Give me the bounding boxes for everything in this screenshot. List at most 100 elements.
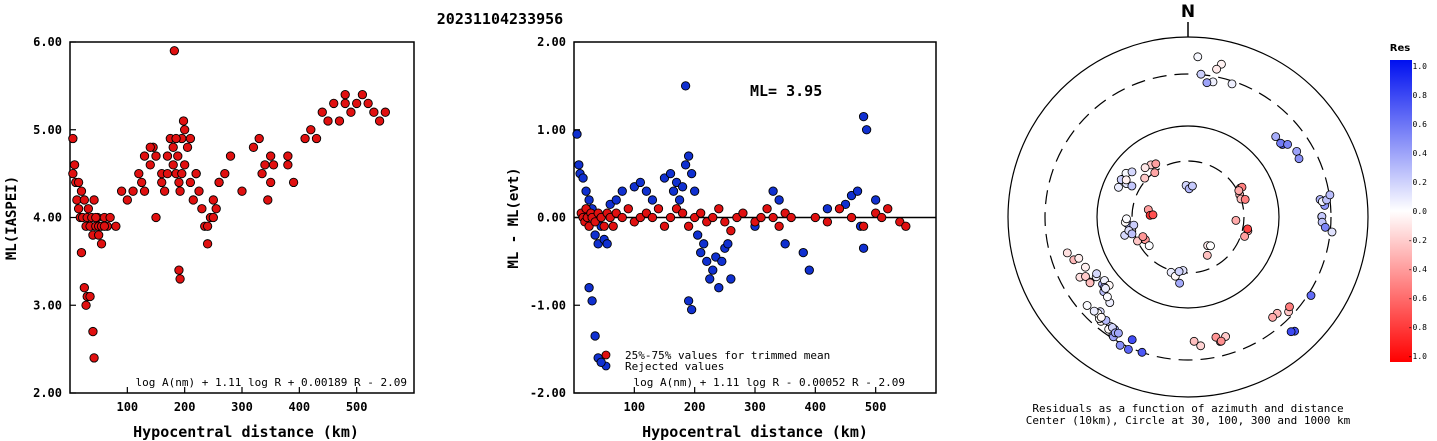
polar-station-points [1062, 52, 1337, 357]
left-point [157, 177, 167, 188]
left-point [145, 142, 155, 152]
left-point [220, 168, 230, 179]
circle-30km [1131, 160, 1245, 274]
polar-station-marker [1294, 154, 1304, 164]
middle-rejected-point [726, 274, 736, 284]
left-point [237, 186, 247, 196]
polar-station-marker [1216, 336, 1226, 346]
left-point [188, 195, 198, 205]
middle-rejected-point [687, 168, 697, 179]
polar-station-marker [1101, 283, 1110, 293]
polar-station-marker [1114, 328, 1123, 338]
middle-rejected-point [699, 239, 709, 249]
polar-station-marker [1129, 220, 1139, 230]
polar-station-marker [1092, 269, 1101, 279]
middle-trimmed-point [720, 217, 730, 227]
middle-trimmed-point [822, 217, 833, 227]
left-point [260, 160, 270, 170]
polar-station-marker [1243, 224, 1252, 234]
left-formula: log A(nm) + 1.11 log R + 0.00189 R - 2.0… [135, 376, 407, 389]
left-point [89, 195, 99, 205]
polar-station-marker [1175, 278, 1184, 288]
middle-rejected-point [617, 186, 627, 196]
left-point [178, 116, 189, 126]
middle-formula: log A(nm) + 1.11 log R - 0.00052 R - 2.0… [633, 376, 905, 389]
left-point [134, 168, 144, 179]
left-point [81, 300, 91, 310]
left-point [162, 151, 173, 161]
colorbar-label: -0.2 [1408, 236, 1427, 245]
polar-station-marker [1089, 306, 1099, 316]
polar-station-marker [1174, 267, 1184, 276]
polar-station-marker [1327, 227, 1337, 237]
polar-station-marker [1286, 327, 1296, 337]
left-point [182, 142, 193, 152]
left-point [374, 116, 385, 126]
middle-rejected-point [687, 304, 697, 315]
middle-rejected-point [768, 186, 778, 196]
polar-station-marker [1127, 167, 1137, 177]
legend-trimmed-label: 25%-75% values for trimmed mean [625, 349, 830, 362]
polar-station-marker [1127, 229, 1137, 239]
colorbar-gradient [1390, 60, 1412, 362]
middle-rejected-point [852, 186, 863, 196]
left-point [76, 247, 87, 258]
left-point [76, 186, 87, 196]
left-point [225, 151, 236, 161]
left-point [83, 204, 93, 214]
left-point [151, 151, 161, 161]
middle-rejected-point [680, 160, 691, 170]
left-ytick-label: 5.00 [33, 123, 62, 137]
left-point [357, 90, 368, 100]
polar-station-marker [1137, 347, 1147, 357]
polar-station-marker [1103, 292, 1112, 302]
left-point [79, 195, 89, 205]
left-point [257, 168, 267, 179]
left-point [380, 107, 390, 117]
colorbar-label: 0.8 [1413, 91, 1428, 100]
left-point [306, 125, 316, 135]
left-point [311, 133, 322, 144]
left-point [116, 186, 127, 196]
polar-caption-line2: Center (10km), Circle at 30, 100, 300 an… [1026, 414, 1351, 427]
middle-trimmed-point [762, 204, 772, 214]
middle-xtick-label: 200 [684, 400, 706, 414]
middle-axis-ticks: -2.00 -1.00 0.00 1.00 2.00 100 200 300 400 500 [530, 35, 887, 414]
left-point [340, 98, 350, 109]
middle-rejected-point [717, 256, 727, 267]
left-point [329, 98, 339, 109]
middle-trimmed-point [738, 208, 748, 218]
middle-rejected-point [668, 186, 679, 196]
polar-station-marker [1271, 132, 1281, 142]
left-point [105, 212, 115, 223]
left-point [317, 107, 327, 117]
middle-rejected-point [584, 283, 594, 293]
colorbar-label: -0.4 [1408, 265, 1427, 274]
middle-ytick-label: 2.00 [537, 35, 566, 49]
polar-station-marker [1096, 312, 1106, 322]
middle-trimmed-point [726, 226, 736, 236]
middle-rejected-point [587, 296, 597, 306]
north-label: N [1181, 2, 1195, 22]
left-xtick-label: 400 [288, 400, 310, 414]
left-xtick-label: 300 [231, 400, 253, 414]
left-point [197, 204, 207, 214]
left-ytick-label: 6.00 [33, 35, 62, 49]
middle-xlabel: Hypocentral distance (km) [642, 423, 868, 441]
left-point [363, 98, 373, 109]
polar-station-marker [1122, 214, 1131, 224]
polar-station-marker [1196, 341, 1206, 351]
left-point [266, 177, 276, 188]
left-point [89, 353, 99, 363]
left-point [185, 133, 196, 144]
middle-rejected-point [861, 125, 872, 135]
left-point [175, 186, 185, 196]
left-panel: ML(IASPEI) Hypocentral distance (km) log… [4, 35, 415, 441]
left-point [177, 168, 187, 179]
left-point [169, 46, 179, 56]
left-point [173, 151, 183, 161]
middle-trimmed-point [858, 221, 869, 231]
middle-xtick-label: 300 [744, 400, 766, 414]
left-point [208, 195, 218, 205]
